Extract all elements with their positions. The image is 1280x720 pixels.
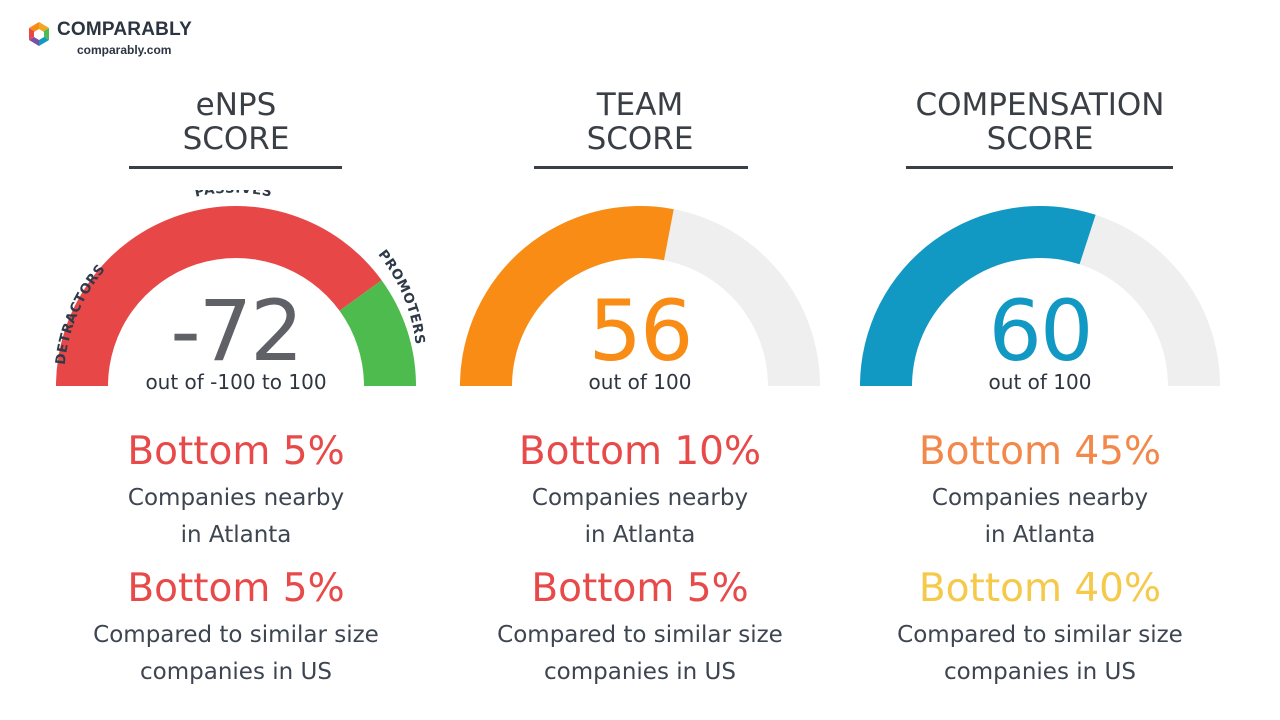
enps-arc-detractors [56,206,382,386]
team-title-rule [534,166,748,169]
logo-brand-text: COMPARABLY [57,19,193,40]
compensation-scale-label: out of 100 [988,370,1092,394]
enps-score-panel: eNPS SCORE DETRACTORS PASSIVES PROMOTERS… [36,0,436,720]
enps-title-rule [129,166,342,169]
team-rank-similar: Bottom 5% [531,566,749,611]
enps-title: eNPS SCORE [182,87,290,157]
compensation-rank-similar-desc: Compared to similar size companies in US [897,622,1183,685]
team-rank-nearby: Bottom 10% [518,429,762,474]
compensation-score-panel: COMPENSATION SCORE 60 out of 100 Bottom … [840,0,1240,720]
team-arc-value [460,206,674,386]
team-rank-similar-desc: Compared to similar size companies in US [497,622,783,685]
compensation-rank-nearby: Bottom 45% [918,429,1162,474]
team-gauge [460,206,820,386]
compensation-arc-value [860,206,1096,386]
comparably-logo-icon [29,22,49,46]
enps-rank-nearby-desc: Companies nearby in Atlanta [127,485,345,548]
enps-score-value: -72 [170,282,303,380]
compensation-score-value: 60 [988,282,1094,380]
enps-arc-promoters [339,280,416,386]
compensation-title: COMPENSATION SCORE [915,87,1165,157]
comparably-logo[interactable]: COMPARABLY comparably.com [26,19,226,59]
enps-rank-nearby: Bottom 5% [127,429,345,474]
team-scale-label: out of 100 [588,370,692,394]
team-title: TEAM SCORE [586,87,694,157]
enps-rank-similar: Bottom 5% [127,566,345,611]
logo-url-text: comparably.com [77,43,172,57]
enps-scale-label: out of -100 to 100 [145,370,327,394]
compensation-gauge [860,206,1220,386]
team-rank-nearby-desc: Companies nearby in Atlanta [531,485,749,548]
compensation-rank-nearby-desc: Companies nearby in Atlanta [931,485,1149,548]
team-score-panel: TEAM SCORE 56 out of 100 Bottom 10% Comp… [440,0,840,720]
enps-rank-similar-desc: Compared to similar size companies in US [93,622,379,685]
team-score-value: 56 [588,282,694,380]
compensation-rank-similar: Bottom 40% [918,566,1162,611]
compensation-title-rule [906,166,1173,169]
enps-label-passives: PASSIVES [193,190,274,201]
enps-gauge: DETRACTORS PASSIVES PROMOTERS [53,190,427,386]
